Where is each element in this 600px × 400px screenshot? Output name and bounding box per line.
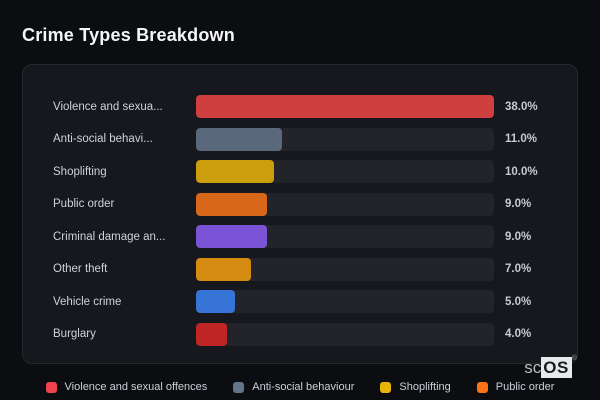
bar-fill[interactable] [196, 95, 494, 118]
value-label: 9.0% [505, 230, 532, 243]
category-label: Anti-social behavi... [53, 133, 153, 145]
value-label: 9.0% [505, 198, 532, 210]
legend-item-shoplifting[interactable]: Shoplifting [380, 381, 451, 393]
bar-track [196, 225, 494, 248]
bar-track [196, 127, 494, 151]
bar-track [196, 257, 494, 281]
bar-fill[interactable] [196, 192, 267, 216]
bar-row-violence: Violence and sexua... 38.0% [53, 95, 546, 118]
bar-track [196, 192, 494, 216]
value-label: 7.0% [505, 263, 532, 275]
category-label: Burglary [53, 328, 96, 340]
bar-row-vehicle-crime: Vehicle crime 5.0% [53, 290, 546, 313]
category-label: Other theft [53, 263, 108, 275]
category-label: Public order [53, 198, 115, 210]
bar-row-other-theft: Other theft 7.0% [53, 257, 546, 281]
bar-fill[interactable] [196, 257, 251, 281]
bar-track [196, 290, 494, 313]
category-label: Criminal damage an... [53, 230, 166, 243]
bar-row-burglary: Burglary 4.0% [53, 322, 546, 346]
category-label: Violence and sexua... [53, 100, 163, 113]
scos-logo-box: OS [541, 357, 572, 378]
legend-label: Public order [495, 381, 555, 393]
legend-swatch-icon [45, 381, 57, 393]
bar-fill[interactable] [196, 290, 236, 313]
category-label: Vehicle crime [53, 295, 122, 308]
legend-label: Shoplifting [399, 381, 451, 393]
legend-item-antisocial[interactable]: Anti-social behaviour [233, 381, 354, 393]
bar-row-antisocial: Anti-social behavi... 11.0% [53, 127, 546, 151]
bar-fill[interactable] [196, 322, 228, 346]
scos-logo-prefix: sc [524, 358, 542, 377]
bar-fill[interactable] [196, 160, 275, 183]
category-label: Shoplifting [53, 165, 107, 178]
legend-swatch-icon [380, 381, 392, 393]
legend-item-violence[interactable]: Violence and sexual offences [45, 381, 208, 393]
value-label: 5.0% [505, 295, 532, 308]
page-title: Crime Types Breakdown [22, 25, 235, 45]
value-label: 4.0% [505, 328, 532, 340]
bar-chart: Violence and sexua... 38.0% Anti-social … [23, 95, 577, 346]
value-label: 10.0% [505, 165, 538, 178]
bar-track [196, 160, 494, 183]
crime-types-chart-panel: Violence and sexua... 38.0% Anti-social … [22, 64, 578, 364]
bar-row-public-order: Public order 9.0% [53, 192, 546, 216]
bar-row-shoplifting: Shoplifting 10.0% [53, 160, 546, 183]
legend-label: Violence and sexual offences [64, 381, 208, 393]
legend-swatch-icon [233, 381, 245, 393]
bar-fill[interactable] [196, 225, 267, 248]
chart-legend: Violence and sexual offences Anti-social… [0, 381, 600, 393]
registered-mark-icon: ® [571, 355, 577, 362]
bar-row-criminal-damage: Criminal damage an... 9.0% [53, 225, 546, 248]
legend-item-public-order[interactable]: Public order [476, 381, 555, 393]
scos-logo: sc OS ® [524, 355, 577, 378]
bar-track [196, 95, 494, 118]
legend-label: Anti-social behaviour [252, 381, 355, 393]
value-label: 38.0% [505, 100, 538, 113]
value-label: 11.0% [505, 133, 537, 145]
bar-fill[interactable] [196, 127, 283, 151]
legend-swatch-icon [476, 381, 488, 393]
bar-track [196, 322, 494, 346]
